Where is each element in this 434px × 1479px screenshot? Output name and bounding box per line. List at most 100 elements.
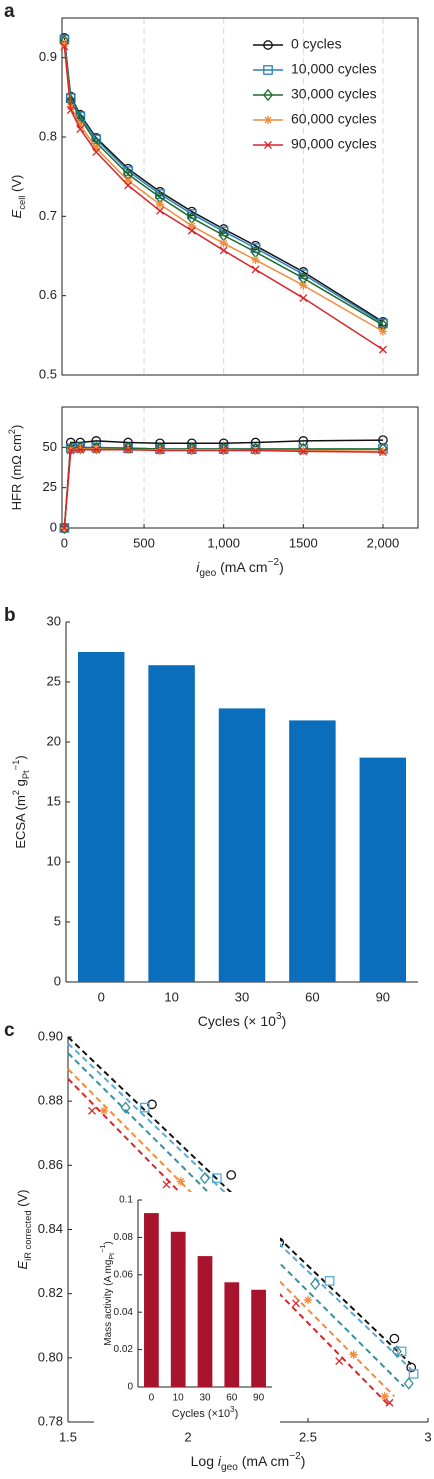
x-tick-label: 0 xyxy=(98,989,105,1004)
series-line xyxy=(63,40,384,326)
marker xyxy=(299,447,308,456)
fit-line xyxy=(67,1052,405,1388)
y-tick-label: 0.84 xyxy=(38,1221,63,1236)
y-tick-label: 0.80 xyxy=(38,1349,63,1364)
y-tick-label: 0 xyxy=(50,519,57,534)
marker xyxy=(60,524,69,532)
panel-label: b xyxy=(4,605,16,626)
legend-marker xyxy=(262,88,274,102)
x-tick-label: 2 xyxy=(184,1429,191,1444)
x-tick-label: 60 xyxy=(305,989,319,1004)
y-tick-label: 10 xyxy=(47,853,61,868)
panel-label: a xyxy=(4,1,15,22)
marker xyxy=(76,120,85,130)
marker xyxy=(378,448,387,457)
axis-label-part: (mA cm xyxy=(238,1453,289,1469)
marker xyxy=(349,1350,358,1359)
axis-label-part: iR corrected xyxy=(23,1210,33,1260)
axis-label-part: Pt xyxy=(107,1253,116,1260)
axis-label: Ecell (V) xyxy=(9,175,27,219)
axis-label-part: Cycles (× 10 xyxy=(198,1013,276,1029)
y-tick-label: 0.88 xyxy=(38,1093,63,1108)
y-tick-label: 0.7 xyxy=(39,208,57,223)
y-tick-label: 0 xyxy=(54,973,61,988)
y-tick-label: 0.9 xyxy=(39,49,57,64)
axis-label-part: HFR (mΩ cm xyxy=(9,434,24,510)
axis-label-part: Pt xyxy=(21,770,31,779)
axis-label-part: geo xyxy=(221,1462,238,1473)
bar xyxy=(77,652,125,982)
legend-marker xyxy=(263,40,273,50)
axis-label-part: Cycles (×10 xyxy=(172,1408,230,1420)
y-tick-label: 0.8 xyxy=(39,128,57,143)
marker xyxy=(219,239,228,248)
marker xyxy=(299,281,308,290)
axis-label-part: ) xyxy=(103,1241,114,1244)
x-tick-label: 2,000 xyxy=(367,535,400,550)
bar xyxy=(218,708,266,982)
axis-label-part: i xyxy=(196,559,200,575)
x-tick-label: 2.5 xyxy=(299,1429,317,1444)
marker xyxy=(66,106,75,114)
y-tick-label: 0.90 xyxy=(38,1028,63,1043)
marker xyxy=(391,1345,402,1358)
axis-label-part: Log xyxy=(191,1453,218,1469)
y-tick-label: 0.06 xyxy=(114,1269,134,1280)
x-tick-label: 90 xyxy=(253,1393,265,1404)
y-tick-label: 5 xyxy=(54,913,61,928)
y-tick-label: 0 xyxy=(127,1382,133,1393)
marker xyxy=(251,255,260,265)
y-tick-label: 0.6 xyxy=(39,287,57,302)
marker xyxy=(92,143,101,153)
y-tick-label: 0.82 xyxy=(38,1285,63,1300)
axis-frame xyxy=(61,17,419,376)
inset-background xyxy=(94,1192,280,1427)
axis-label-part: (V) xyxy=(15,1190,30,1211)
axis-label: HFR (mΩ cm2) xyxy=(7,425,24,511)
x-tick-label: 3 xyxy=(424,1429,431,1444)
marker xyxy=(219,446,228,455)
marker xyxy=(187,446,196,455)
marker xyxy=(299,294,308,303)
x-tick-label: 60 xyxy=(226,1393,238,1404)
x-tick-label: 10 xyxy=(164,989,178,1004)
axis-label-part: ) xyxy=(279,559,284,575)
marker xyxy=(162,1180,171,1189)
marker xyxy=(123,176,133,185)
axis-label: EiR corrected (V) xyxy=(15,1190,33,1270)
axis-label-part: −2 xyxy=(289,1451,301,1462)
marker xyxy=(156,206,164,215)
legend-label: 10,000 cycles xyxy=(291,61,377,77)
y-tick-label: 0.86 xyxy=(38,1157,63,1172)
marker xyxy=(99,1106,109,1115)
bar xyxy=(359,757,407,982)
marker xyxy=(219,246,228,255)
y-tick-label: 0.02 xyxy=(114,1344,134,1355)
x-tick-label: 30 xyxy=(199,1393,211,1404)
y-tick-label: 0.08 xyxy=(114,1232,134,1243)
y-tick-label: 0.5 xyxy=(39,366,57,381)
x-tick-label: 90 xyxy=(376,989,390,1004)
axis-label-part: ) xyxy=(282,1013,287,1029)
marker xyxy=(389,1333,400,1344)
axis-label: Cycles (× 103) xyxy=(198,1011,286,1029)
marker xyxy=(76,125,85,134)
bar xyxy=(224,1282,240,1387)
legend-label: 90,000 cycles xyxy=(291,136,377,152)
axis-label-part: ) xyxy=(235,1408,239,1420)
marker xyxy=(406,1362,417,1373)
marker xyxy=(176,1177,185,1186)
axis-label-part: ECSA (m xyxy=(13,795,28,848)
bar xyxy=(197,1256,213,1387)
axis-label-part: Mass activity (A mg xyxy=(103,1260,114,1346)
axis-label-part: 3 xyxy=(230,1405,235,1414)
y-tick-label: 30 xyxy=(47,613,61,628)
y-tick-label: 25 xyxy=(43,479,57,494)
y-tick-label: 0.04 xyxy=(114,1307,134,1318)
legend-label: 60,000 cycles xyxy=(291,111,377,127)
legend-marker xyxy=(263,65,273,75)
bar xyxy=(251,1289,266,1387)
legend-marker xyxy=(264,141,272,149)
y-tick-label: 0.78 xyxy=(38,1413,63,1428)
axis-label-part: (mA cm xyxy=(216,559,267,575)
